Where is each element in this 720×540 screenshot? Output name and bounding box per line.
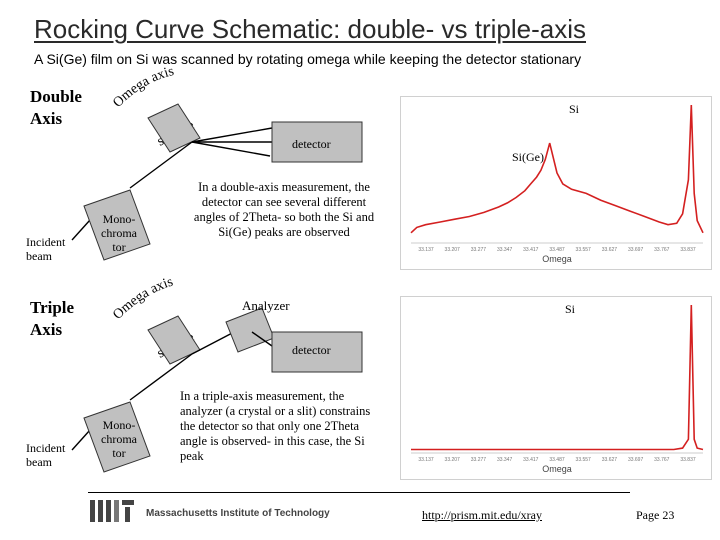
monochromator-line1: Mono- [102, 212, 136, 226]
logo-bar [114, 500, 119, 522]
x-tick-label: 33.557 [576, 247, 592, 253]
double-axis-heading-line2: Axis [30, 109, 63, 128]
x-tick-label: 33.137 [418, 247, 434, 253]
x-tick-label: 33.837 [680, 247, 696, 253]
description-line: the detector so that only one 2Theta [180, 419, 360, 433]
monochromator-line3: tor [112, 240, 126, 254]
double-axis-diagram: Omega axis sample [71, 64, 363, 261]
incident-beam-line [129, 141, 193, 189]
double-axis-heading: Double Axis [30, 86, 82, 130]
x-tick-label: 33.487 [549, 247, 565, 253]
footer-rule [88, 492, 630, 493]
x-tick-label: 33.207 [445, 247, 461, 253]
institute-name: Massachusetts Institute of Technology [146, 508, 330, 519]
x-tick-label: 33.137 [418, 457, 434, 463]
x-tick-label: 33.697 [628, 247, 644, 253]
x-tick-label: 33.837 [680, 457, 696, 463]
x-tick-label: 33.417 [523, 457, 539, 463]
logo-bar [90, 500, 95, 522]
analyzed-beam [251, 331, 273, 347]
diffracted-beam [191, 141, 271, 157]
monochromator-label: Mono- chroma tor [94, 212, 144, 254]
peak-label-si: Si [569, 102, 580, 116]
incident-beam-line [129, 353, 193, 401]
page-title: Rocking Curve Schematic: double- vs trip… [34, 14, 586, 44]
double-axis-plot: 33.137 33.207 33.277 33.347 33.417 33.487 33.5… [400, 96, 712, 270]
description-line: angles of 2Theta- so both the Si and [193, 210, 375, 224]
omega-axis-label: Omega axis [110, 275, 175, 323]
analyzer-label: Analyzer [242, 298, 290, 313]
monochromator-line1: Mono- [102, 418, 136, 432]
description-line: In a double-axis measurement, the [198, 180, 370, 194]
monochromator-line2: chroma [101, 432, 137, 446]
diffracted-beam [191, 127, 273, 143]
x-tick-label: 33.487 [549, 457, 565, 463]
prism-link[interactable]: http://prism.mit.edu/xray [422, 508, 542, 522]
incident-beam-label: Incident beam [26, 441, 65, 469]
x-axis-label: Omega [542, 464, 572, 474]
incident-beam-line1: Incident [26, 441, 66, 455]
description-line: In a triple-axis measurement, the [180, 389, 345, 403]
triple-axis-description: In a triple-axis measurement, the analyz… [180, 389, 404, 464]
monochromator-line2: chroma [101, 226, 137, 240]
x-tick-label: 33.347 [497, 247, 513, 253]
description-line: Si(Ge) peaks are observed [218, 225, 350, 239]
page-number: Page 23 [636, 508, 675, 522]
incident-beam-line2: beam [26, 455, 52, 469]
x-tick-label: 33.277 [471, 457, 487, 463]
omega-axis-label: Omega axis [110, 64, 175, 111]
triple-axis-heading: Triple Axis [30, 297, 74, 341]
incident-beam-line2: beam [26, 249, 52, 263]
sample-block [147, 315, 201, 365]
logo-bar [122, 500, 134, 505]
peak-label-si: Si [565, 302, 576, 316]
monochromator-label: Mono- chroma tor [94, 418, 144, 460]
monochromator-line3: tor [112, 446, 126, 460]
incident-beam-line [71, 429, 91, 451]
description-line: peak [180, 449, 204, 463]
x-tick-label: 33.347 [497, 457, 513, 463]
page-subtitle: A Si(Ge) film on Si was scanned by rotat… [34, 51, 582, 67]
x-tick-label: 33.207 [445, 457, 461, 463]
x-axis-label: Omega [542, 254, 572, 264]
monochromator-block [83, 189, 151, 261]
detector-label: detector [292, 137, 331, 151]
description-line: detector can see several different [201, 195, 367, 209]
triple-axis-plot: 33.137 33.207 33.277 33.347 33.417 33.487 33.5… [400, 296, 712, 480]
detector-box [271, 331, 363, 373]
double-axis-heading-line1: Double [30, 87, 82, 106]
incident-beam-line [71, 219, 91, 241]
mit-logo [90, 500, 134, 522]
double-axis-description: In a double-axis measurement, the detect… [176, 180, 392, 240]
incident-beam-label: Incident beam [26, 235, 65, 263]
x-tick-label: 33.277 [471, 247, 487, 253]
triple-axis-heading-line2: Axis [30, 320, 63, 339]
x-tick-label: 33.417 [523, 247, 539, 253]
analyzer-block [225, 307, 275, 353]
description-line: analyzer (a crystal or a slit) constrain… [180, 404, 371, 418]
x-tick-label: 33.767 [654, 247, 670, 253]
triple-axis-plot-svg: 33.137 33.207 33.277 33.347 33.417 33.487 33.5… [411, 304, 704, 474]
rocking-curve-line [410, 104, 704, 234]
incident-beam-line1: Incident [26, 235, 66, 249]
x-tick-label: 33.697 [628, 457, 644, 463]
triple-axis-heading-line1: Triple [30, 298, 75, 317]
x-tick-label: 33.627 [602, 457, 618, 463]
double-axis-plot-svg: 33.137 33.207 33.277 33.347 33.417 33.487 33.5… [410, 104, 704, 264]
logo-bar [98, 500, 103, 522]
detector-box [271, 121, 363, 163]
sample-block [147, 103, 201, 153]
detector-label: detector [292, 343, 331, 357]
peak-label-sige: Si(Ge) [512, 150, 544, 164]
triple-axis-diagram: Omega axis sample [71, 275, 363, 473]
rocking-curve-line [411, 304, 704, 451]
x-tick-label: 33.767 [654, 457, 670, 463]
x-tick-label: 33.627 [602, 247, 618, 253]
logo-bar [106, 500, 111, 522]
logo-bar [125, 507, 130, 522]
monochromator-block [83, 401, 151, 473]
x-tick-label: 33.557 [576, 457, 592, 463]
description-line: angle is observed- in this case, the Si [180, 434, 365, 448]
